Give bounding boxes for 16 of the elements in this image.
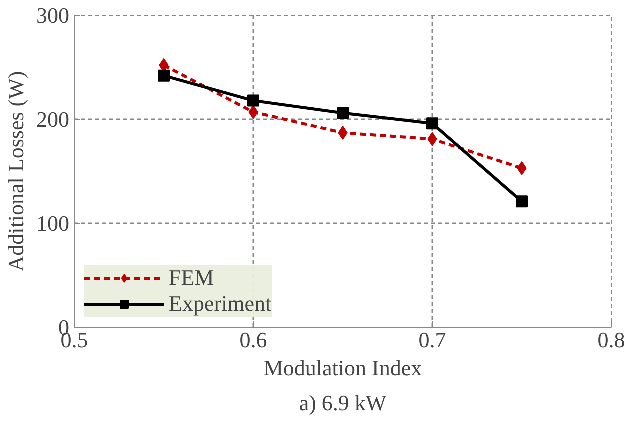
y-tick-label: 200 bbox=[36, 107, 70, 132]
x-tick-label: 0.7 bbox=[418, 328, 446, 352]
text: a) 6.9 kW bbox=[299, 390, 387, 416]
y-axis-title: Additional Losses (W) bbox=[4, 71, 28, 272]
point bbox=[516, 196, 528, 208]
point bbox=[158, 70, 170, 82]
legend-label: FEM bbox=[169, 265, 214, 291]
legend-label: Experiment bbox=[169, 291, 272, 317]
point bbox=[248, 94, 260, 107]
point bbox=[337, 107, 349, 120]
point bbox=[426, 118, 438, 130]
y-tick-label: 100 bbox=[36, 211, 70, 236]
x-tick-label: 0.6 bbox=[240, 328, 268, 352]
x-tick-label: 0.8 bbox=[598, 328, 626, 352]
x-axis-title: Modulation Index bbox=[264, 356, 422, 380]
y-tick-label: 300 bbox=[36, 3, 70, 28]
